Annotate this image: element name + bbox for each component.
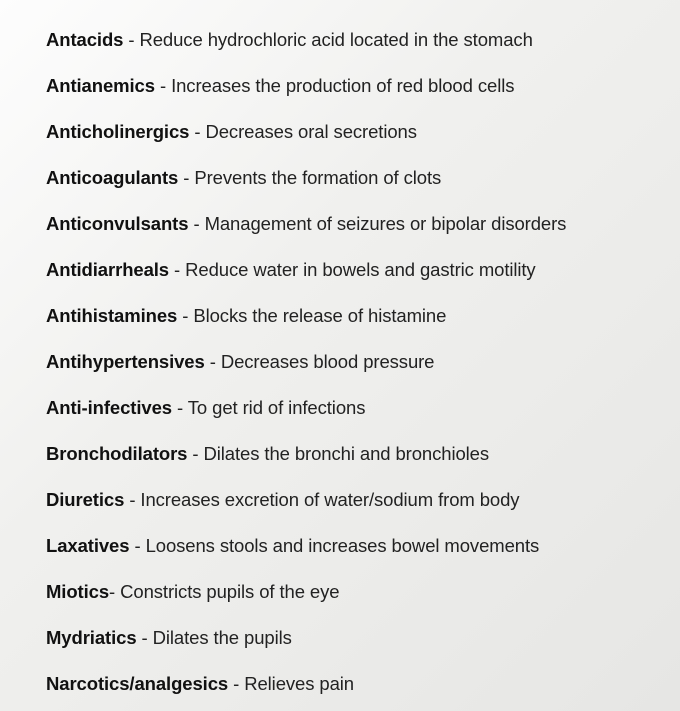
drug-class-entry: Bronchodilators - Dilates the bronchi an… [46,442,642,467]
drug-class-definition: Increases the production of red blood ce… [171,75,514,96]
drug-class-entry: Antihistamines - Blocks the release of h… [46,304,642,329]
separator: - [123,29,139,50]
drug-class-definition: Constricts pupils of the eye [120,581,339,602]
drug-class-entry: Miotics- Constricts pupils of the eye [46,580,642,605]
separator: - [178,167,194,188]
separator: - [228,673,244,694]
drug-class-term: Anticoagulants [46,167,178,188]
drug-class-definition: Prevents the formation of clots [194,167,441,188]
separator: - [188,213,204,234]
drug-class-definition: Blocks the release of histamine [193,305,446,326]
drug-class-definition: Relieves pain [244,673,354,694]
drug-class-term: Miotics [46,581,109,602]
drug-class-term: Anticonvulsants [46,213,188,234]
drug-class-list: Antacids - Reduce hydrochloric acid loca… [46,28,642,697]
drug-class-entry: Anticholinergics - Decreases oral secret… [46,120,642,145]
separator: - [137,627,153,648]
drug-class-term: Antianemics [46,75,155,96]
drug-class-definition: Decreases oral secretions [205,121,416,142]
drug-class-term: Antihistamines [46,305,177,326]
separator: - [205,351,221,372]
drug-class-term: Antacids [46,29,123,50]
drug-class-term: Laxatives [46,535,129,556]
drug-class-entry: Narcotics/analgesics - Relieves pain [46,672,642,697]
drug-class-definition: Loosens stools and increases bowel movem… [146,535,540,556]
drug-class-entry: Anti-infectives - To get rid of infectio… [46,396,642,421]
drug-class-entry: Anticonvulsants - Management of seizures… [46,212,642,237]
drug-class-entry: Diuretics - Increases excretion of water… [46,488,642,513]
drug-class-definition: Management of seizures or bipolar disord… [205,213,567,234]
drug-class-entry: Antihypertensives - Decreases blood pres… [46,350,642,375]
drug-class-entry: Laxatives - Loosens stools and increases… [46,534,642,559]
drug-class-term: Anticholinergics [46,121,189,142]
drug-class-definition: Increases excretion of water/sodium from… [140,489,519,510]
separator: - [172,397,188,418]
drug-class-definition: To get rid of infections [188,397,366,418]
separator: - [124,489,140,510]
separator: - [187,443,203,464]
separator: - [155,75,171,96]
drug-class-entry: Antidiarrheals - Reduce water in bowels … [46,258,642,283]
drug-class-entry: Antacids - Reduce hydrochloric acid loca… [46,28,642,53]
drug-class-term: Narcotics/analgesics [46,673,228,694]
separator: - [129,535,145,556]
drug-class-definition: Decreases blood pressure [221,351,435,372]
drug-class-term: Anti-infectives [46,397,172,418]
separator: - [169,259,185,280]
separator: - [177,305,193,326]
separator: - [109,581,120,602]
drug-class-term: Diuretics [46,489,124,510]
drug-class-definition: Dilates the bronchi and bronchioles [204,443,489,464]
drug-class-term: Mydriatics [46,627,137,648]
drug-class-term: Antidiarrheals [46,259,169,280]
drug-class-definition: Reduce water in bowels and gastric motil… [185,259,535,280]
drug-class-definition: Dilates the pupils [153,627,292,648]
drug-class-definition: Reduce hydrochloric acid located in the … [139,29,532,50]
drug-class-entry: Mydriatics - Dilates the pupils [46,626,642,651]
drug-class-term: Antihypertensives [46,351,205,372]
drug-class-entry: Anticoagulants - Prevents the formation … [46,166,642,191]
drug-class-term: Bronchodilators [46,443,187,464]
separator: - [189,121,205,142]
drug-class-entry: Antianemics - Increases the production o… [46,74,642,99]
